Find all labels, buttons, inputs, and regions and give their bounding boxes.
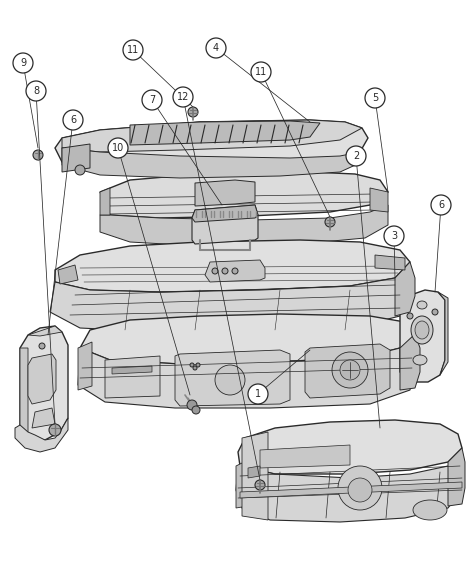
Polygon shape	[50, 278, 410, 332]
Polygon shape	[100, 188, 110, 215]
Circle shape	[108, 138, 128, 158]
Polygon shape	[28, 326, 62, 336]
Ellipse shape	[413, 355, 427, 365]
Polygon shape	[395, 262, 415, 316]
Text: 3: 3	[391, 231, 397, 241]
Polygon shape	[370, 188, 388, 212]
Text: 12: 12	[177, 92, 189, 102]
Polygon shape	[248, 466, 260, 478]
Circle shape	[407, 313, 413, 319]
Polygon shape	[236, 460, 248, 508]
Text: 7: 7	[149, 95, 155, 105]
Polygon shape	[32, 408, 55, 428]
Circle shape	[75, 165, 85, 175]
Circle shape	[13, 53, 33, 73]
Polygon shape	[192, 205, 258, 244]
Polygon shape	[80, 314, 415, 364]
Circle shape	[365, 88, 385, 108]
Polygon shape	[78, 348, 415, 408]
Circle shape	[338, 466, 382, 510]
Text: 11: 11	[255, 67, 267, 77]
Polygon shape	[112, 366, 152, 374]
Circle shape	[384, 226, 404, 246]
Circle shape	[255, 480, 265, 490]
Polygon shape	[130, 121, 320, 145]
Circle shape	[346, 146, 366, 166]
Circle shape	[196, 363, 200, 367]
Circle shape	[39, 343, 45, 349]
Polygon shape	[55, 120, 368, 172]
Polygon shape	[62, 148, 362, 178]
Polygon shape	[78, 342, 92, 390]
Polygon shape	[105, 356, 160, 398]
Polygon shape	[260, 445, 350, 468]
Text: 5: 5	[372, 93, 378, 103]
Circle shape	[222, 268, 228, 274]
Circle shape	[251, 62, 271, 82]
Ellipse shape	[415, 321, 429, 339]
Polygon shape	[62, 120, 362, 152]
Polygon shape	[62, 144, 90, 172]
Circle shape	[206, 38, 226, 58]
Polygon shape	[20, 326, 68, 440]
Polygon shape	[375, 255, 405, 270]
Polygon shape	[238, 420, 462, 474]
Ellipse shape	[411, 316, 433, 344]
Polygon shape	[305, 344, 390, 398]
Polygon shape	[205, 260, 265, 282]
Polygon shape	[58, 265, 78, 284]
Circle shape	[431, 195, 451, 215]
Polygon shape	[438, 292, 448, 375]
Polygon shape	[100, 172, 388, 218]
Circle shape	[187, 400, 197, 410]
Polygon shape	[195, 180, 255, 206]
Circle shape	[49, 424, 61, 436]
Circle shape	[63, 110, 83, 130]
Polygon shape	[28, 354, 56, 404]
Text: 11: 11	[127, 45, 139, 55]
Circle shape	[325, 217, 335, 227]
Text: 2: 2	[353, 151, 359, 161]
Circle shape	[332, 352, 368, 388]
Polygon shape	[15, 418, 68, 452]
Circle shape	[123, 40, 143, 60]
Ellipse shape	[413, 500, 447, 520]
Circle shape	[188, 107, 198, 117]
Text: 6: 6	[70, 115, 76, 125]
Polygon shape	[20, 348, 28, 438]
Polygon shape	[400, 334, 420, 390]
Polygon shape	[400, 290, 445, 382]
Polygon shape	[175, 350, 290, 406]
Circle shape	[212, 268, 218, 274]
Polygon shape	[242, 432, 268, 520]
Circle shape	[26, 81, 46, 101]
Circle shape	[232, 268, 238, 274]
Circle shape	[248, 384, 268, 404]
Circle shape	[173, 87, 193, 107]
Polygon shape	[240, 482, 462, 498]
Polygon shape	[55, 240, 410, 292]
Text: 8: 8	[33, 86, 39, 96]
Polygon shape	[192, 205, 258, 222]
Circle shape	[190, 363, 194, 367]
Text: 6: 6	[438, 200, 444, 210]
Circle shape	[348, 478, 372, 502]
Ellipse shape	[417, 301, 427, 309]
Polygon shape	[236, 458, 462, 522]
Circle shape	[432, 309, 438, 315]
Circle shape	[193, 366, 197, 370]
Text: 4: 4	[213, 43, 219, 53]
Circle shape	[142, 90, 162, 110]
Text: 10: 10	[112, 143, 124, 153]
Circle shape	[192, 406, 200, 414]
Text: 1: 1	[255, 389, 261, 399]
Circle shape	[340, 360, 360, 380]
Circle shape	[215, 365, 245, 395]
Polygon shape	[448, 448, 465, 506]
Polygon shape	[100, 205, 388, 246]
Circle shape	[33, 150, 43, 160]
Text: 9: 9	[20, 58, 26, 68]
